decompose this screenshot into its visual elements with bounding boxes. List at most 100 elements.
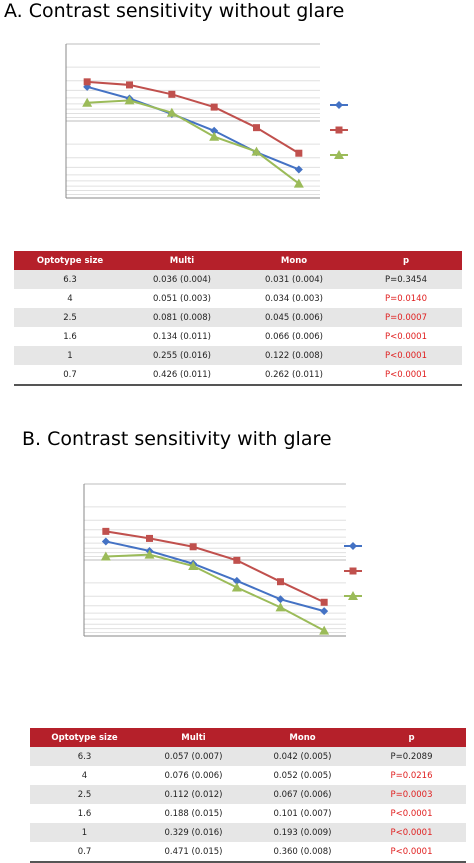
table-cell: 0.051 (0.003) xyxy=(126,289,238,308)
table-row: 4 0.051 (0.003) 0.034 (0.003) P=0.0140 xyxy=(14,289,462,308)
table-cell: 6.3 xyxy=(30,747,139,766)
table-header-cell: p xyxy=(357,728,466,747)
legend-marker xyxy=(349,567,357,575)
panel-a: A. Contrast sensitivity without glare Op… xyxy=(0,0,474,420)
table-row: 6.3 0.036 (0.004) 0.031 (0.004) P=0.3454 xyxy=(14,270,462,289)
table-cell: 1.6 xyxy=(30,804,139,823)
data-point xyxy=(231,582,242,592)
table-cell: P=0.3454 xyxy=(350,270,462,289)
data-table: Optotype size Multi Mono p 6.3 0.036 (0.004)… xyxy=(14,251,462,386)
table-cell: 2.5 xyxy=(14,308,126,327)
table-cell: 0.081 (0.008) xyxy=(126,308,238,327)
table-row: 0.7 0.471 (0.015) 0.360 (0.008) P<0.0001 xyxy=(30,842,466,863)
table-row: 1 0.255 (0.016) 0.122 (0.008) P<0.0001 xyxy=(14,346,462,365)
legend-marker xyxy=(334,150,344,159)
table-cell: 0.7 xyxy=(14,365,126,386)
data-point xyxy=(102,527,110,535)
data-point xyxy=(82,97,93,107)
table-cell: 0.193 (0.009) xyxy=(248,823,357,842)
data-point xyxy=(126,81,133,89)
data-point xyxy=(101,537,110,546)
table-cell: 0.101 (0.007) xyxy=(248,804,357,823)
data-point xyxy=(293,178,304,188)
table-header-cell: Mono xyxy=(238,251,350,270)
table-cell: 0.052 (0.005) xyxy=(248,766,357,785)
table-header-row: Optotype size Multi Mono p xyxy=(14,251,462,270)
chart-title: A. Contrast sensitivity without glare xyxy=(4,0,345,22)
series-line-multi xyxy=(86,85,300,171)
table-header-cell: p xyxy=(350,251,462,270)
chart-plot xyxy=(83,483,362,637)
data-point xyxy=(100,551,111,561)
table-cell: 0.112 (0.012) xyxy=(139,785,248,804)
data-point xyxy=(210,103,218,111)
data-point xyxy=(319,625,330,635)
data-point xyxy=(124,95,135,105)
table-header-cell: Multi xyxy=(139,728,248,747)
data-point xyxy=(320,607,329,616)
table-cell: 0.031 (0.004) xyxy=(238,270,350,289)
table-cell: 0.262 (0.011) xyxy=(238,365,350,386)
data-point xyxy=(168,90,176,98)
table-cell: P<0.0001 xyxy=(350,327,462,346)
data-point xyxy=(276,595,285,604)
data-point xyxy=(188,561,199,571)
table-cell: 0.188 (0.015) xyxy=(139,804,248,823)
table-cell: 0.045 (0.006) xyxy=(238,308,350,327)
legend-marker xyxy=(349,542,357,550)
table-cell: 6.3 xyxy=(14,270,126,289)
table-cell: 0.042 (0.005) xyxy=(248,747,357,766)
table-cell: P=0.0007 xyxy=(350,308,462,327)
data-point xyxy=(253,124,260,132)
table-cell: 0.066 (0.006) xyxy=(238,327,350,346)
data-point xyxy=(275,602,286,612)
table-cell: P<0.0001 xyxy=(357,804,466,823)
data-point xyxy=(251,146,262,156)
table-header-cell: Mono xyxy=(248,728,357,747)
series-line-av-of-sixties xyxy=(105,553,325,632)
table-cell: P<0.0001 xyxy=(350,365,462,386)
table-cell: P<0.0001 xyxy=(357,842,466,863)
table-cell: 0.7 xyxy=(30,842,139,863)
series-line-mono xyxy=(87,80,300,155)
data-point xyxy=(233,556,241,564)
table-cell: P=0.2089 xyxy=(357,747,466,766)
data-point xyxy=(232,576,241,585)
panel-b: B. Contrast sensitivity with glare Optot… xyxy=(0,420,474,863)
data-point xyxy=(277,578,284,586)
table-cell: 0.329 (0.016) xyxy=(139,823,248,842)
table-cell: P=0.0140 xyxy=(350,289,462,308)
data-point xyxy=(144,549,155,559)
data-point xyxy=(189,543,197,551)
data-point xyxy=(295,149,303,157)
chart-plot xyxy=(65,43,348,199)
table-cell: 0.057 (0.007) xyxy=(139,747,248,766)
table-cell: 0.255 (0.016) xyxy=(126,346,238,365)
table-cell: 0.034 (0.003) xyxy=(238,289,350,308)
table-header-cell: Multi xyxy=(126,251,238,270)
table-cell: 1 xyxy=(14,346,126,365)
series-line-av-of-sixties xyxy=(87,99,300,185)
data-point xyxy=(209,131,220,141)
series-line-multi xyxy=(105,540,325,613)
table-header-cell: Optotype size xyxy=(14,251,126,270)
table-cell: 0.360 (0.008) xyxy=(248,842,357,863)
table-cell: 0.122 (0.008) xyxy=(238,346,350,365)
table-cell: P<0.0001 xyxy=(357,823,466,842)
data-point xyxy=(210,126,219,135)
chart-title: B. Contrast sensitivity with glare xyxy=(22,428,332,450)
legend-marker xyxy=(335,101,343,109)
table-row: 0.7 0.426 (0.011) 0.262 (0.011) P<0.0001 xyxy=(14,365,462,386)
table-header-cell: Optotype size xyxy=(30,728,139,747)
table-row: 2.5 0.081 (0.008) 0.045 (0.006) P=0.0007 xyxy=(14,308,462,327)
table-cell: 0.067 (0.006) xyxy=(248,785,357,804)
data-point xyxy=(83,78,91,86)
table-cell: 1 xyxy=(30,823,139,842)
table-row: 6.3 0.057 (0.007) 0.042 (0.005) P=0.2089 xyxy=(30,747,466,766)
data-table: Optotype size Multi Mono p 6.3 0.057 (0.007)… xyxy=(30,728,466,863)
data-point xyxy=(294,165,303,174)
table-cell: 2.5 xyxy=(30,785,139,804)
table-row: 2.5 0.112 (0.012) 0.067 (0.006) P=0.0003 xyxy=(30,785,466,804)
table-cell: 0.134 (0.011) xyxy=(126,327,238,346)
data-point xyxy=(146,534,153,542)
